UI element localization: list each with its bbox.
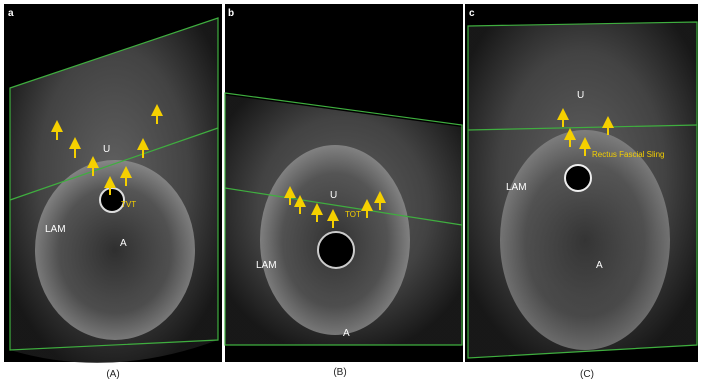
urethra-label: U: [577, 90, 584, 101]
sling-label: TOT: [345, 210, 361, 219]
urethra-ring: [564, 164, 592, 192]
plane-line: [224, 187, 463, 226]
volume-outline: [224, 92, 463, 346]
caption: (A): [106, 369, 119, 380]
muscle-label: LAM: [506, 182, 527, 193]
scan-ring: [35, 160, 195, 340]
panel-letter: c: [469, 8, 475, 19]
panel-letter: b: [228, 8, 234, 19]
anus-label: A: [343, 328, 350, 339]
panel-letter: a: [8, 8, 14, 19]
plane-line: [467, 124, 698, 131]
urethra-label: U: [330, 190, 337, 201]
caption: (C): [580, 369, 594, 380]
muscle-label: LAM: [256, 260, 277, 271]
anus-label: A: [596, 260, 603, 271]
panel-c: c U LAM A Rectus Fascial Sling: [465, 4, 698, 362]
anus-label: A: [120, 238, 127, 249]
volume-outline: [467, 21, 698, 359]
urethra-ring: [317, 231, 355, 269]
scan-ring: [500, 130, 670, 350]
muscle-label: LAM: [45, 224, 66, 235]
volume-outline: [9, 17, 219, 351]
caption: (B): [333, 367, 346, 378]
panel-b: b U LAM A TOT: [224, 4, 463, 362]
sling-label: Rectus Fascial Sling: [592, 150, 664, 159]
panel-a: a U LAM A TVT: [4, 4, 222, 363]
plane-line: [9, 127, 219, 201]
urethra-ring: [99, 187, 125, 213]
urethra-label: U: [103, 144, 110, 155]
sling-label: TVT: [121, 200, 136, 209]
